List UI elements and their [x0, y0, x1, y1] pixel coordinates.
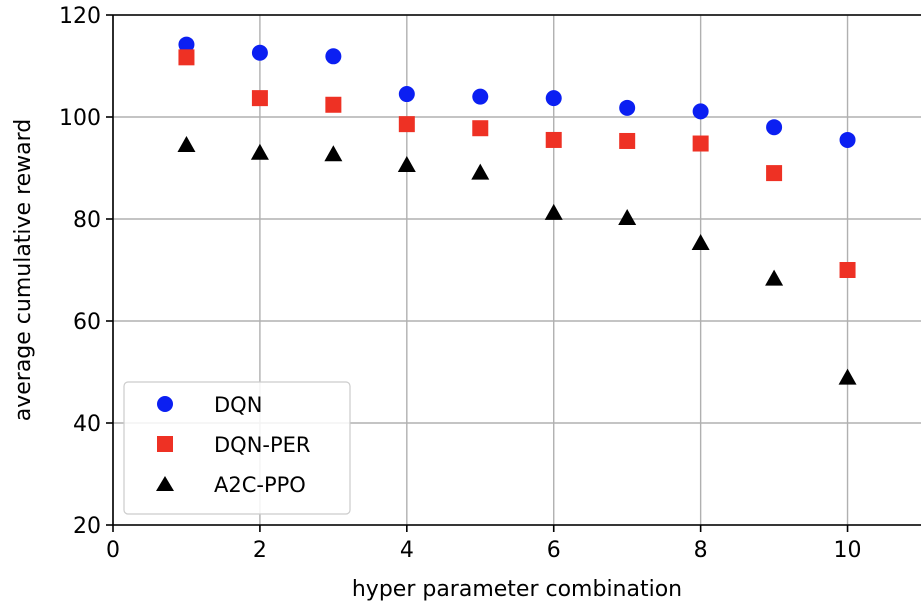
data-points: [177, 36, 857, 385]
dqn-per-point: [619, 132, 636, 149]
ticks: 0 2 4 6 8 10 20 40 60 80 100 120: [59, 4, 862, 563]
legend-dqn-label: DQN: [214, 393, 262, 417]
y-tick-label: 20: [73, 514, 101, 539]
legend-a2c-ppo-marker: [156, 476, 174, 491]
dqn-per-point: [398, 116, 415, 133]
a2c-ppo-point: [397, 155, 416, 172]
y-tick-label: 40: [73, 412, 101, 437]
axes: [112, 14, 921, 526]
dqn-per-point: [545, 131, 562, 148]
legend-box: [123, 381, 351, 515]
y-tick-label: 120: [59, 4, 101, 29]
dqn-point: [692, 103, 709, 120]
dqn-point: [472, 88, 489, 105]
dqn-per-point: [766, 165, 783, 182]
x-tick-label: 8: [694, 538, 708, 563]
a2c-ppo-point: [250, 143, 269, 160]
legend-dqn-per-label: DQN-PER: [214, 433, 311, 457]
a2c-ppo-point: [471, 163, 490, 180]
y-tick-label: 80: [73, 208, 101, 233]
dqn-per-point: [692, 135, 709, 152]
a2c-ppo-point: [544, 203, 563, 220]
a2c-ppo-point: [838, 368, 857, 385]
dqn-point: [178, 36, 195, 53]
dqn-point: [619, 99, 636, 116]
y-axis-title: average cumulative reward: [11, 119, 36, 422]
legend-dqn-per-marker: [157, 436, 173, 452]
legend-dqn-marker: [157, 396, 173, 412]
dqn-per-point: [251, 90, 268, 107]
x-tick-label: 10: [834, 538, 862, 563]
x-axis-title: hyper parameter combination: [352, 577, 682, 602]
a2c-ppo-point: [691, 233, 710, 250]
dqn-point: [251, 44, 268, 61]
x-tick-label: 0: [106, 538, 120, 563]
y-tick-label: 60: [73, 310, 101, 335]
dqn-point: [398, 86, 415, 103]
dqn-point: [545, 90, 562, 107]
x-tick-label: 6: [547, 538, 561, 563]
dqn-point: [839, 131, 856, 148]
dqn-point: [325, 48, 342, 65]
x-tick-label: 2: [253, 538, 267, 563]
legend-a2c-ppo-label: A2C-PPO: [214, 473, 306, 497]
dqn-per-point: [839, 262, 856, 278]
dqn-per-point: [472, 120, 489, 137]
a2c-ppo-point: [618, 208, 637, 225]
a2c-ppo-point: [177, 136, 196, 153]
x-tick-label: 4: [400, 538, 414, 563]
a2c-ppo-point: [765, 269, 784, 286]
dqn-per-point: [178, 49, 195, 66]
y-tick-label: 100: [59, 106, 101, 131]
a2c-ppo-point: [324, 145, 343, 162]
dqn-point: [766, 119, 783, 136]
dqn-per-point: [325, 96, 342, 113]
legend: DQN DQN-PER A2C-PPO: [123, 381, 351, 515]
